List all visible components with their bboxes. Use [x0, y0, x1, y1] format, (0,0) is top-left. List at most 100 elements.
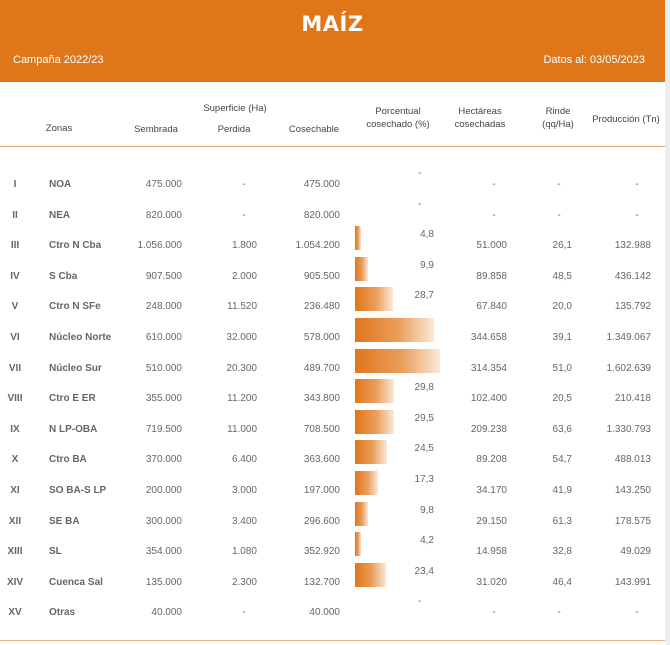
- col-header-hectareas: Hectáreas cosechadas: [446, 105, 514, 131]
- scrollbar[interactable]: [665, 0, 670, 645]
- row-cosechable: 708.500: [303, 423, 340, 435]
- row-pct-label: 9,8: [420, 504, 434, 516]
- row-zone-name: Núcleo Norte: [49, 332, 112, 343]
- row-produccion: 178.575: [614, 515, 651, 527]
- row-cosechable: 236.480: [303, 301, 340, 313]
- row-rinde: 61,3: [552, 515, 572, 527]
- row-zone-name: Cuenca Sal: [49, 576, 103, 588]
- row-rinde: 26,1: [552, 240, 572, 252]
- row-zone-name: SE BA: [49, 515, 80, 527]
- row-produccion: 1.349.067: [606, 332, 652, 343]
- row-produccion: 1.602.639: [606, 362, 652, 374]
- row-sembrada: 135.000: [145, 576, 182, 588]
- row-perdida: 6.400: [231, 454, 257, 466]
- row-hectareas: 67.840: [476, 301, 507, 313]
- row-hectareas: -: [492, 607, 496, 619]
- row-pct-label: 29,8: [414, 382, 434, 394]
- row-number: XI: [10, 485, 20, 496]
- row-number: XIII: [7, 546, 23, 558]
- row-pct-bar: [355, 348, 440, 373]
- row-pct-bar: [355, 287, 393, 312]
- col-header-porcentual: Porcentual cosechado (%): [354, 105, 442, 131]
- row-pct-bar: [355, 409, 395, 434]
- col-header-hectareas-line1: Hectáreas: [458, 106, 502, 117]
- row-pct-bar: [355, 379, 395, 404]
- row-zone-name: Ctro N SFe: [49, 301, 101, 313]
- col-header-produccion: Producción (Tn): [592, 114, 660, 125]
- row-cosechable: 343.800: [303, 393, 340, 405]
- row-perdida: 11.200: [227, 393, 257, 405]
- row-number: XII: [8, 515, 22, 527]
- row-hectareas: 34.170: [476, 485, 507, 496]
- row-hectareas: 209.238: [470, 423, 507, 435]
- row-cosechable: 820.000: [303, 209, 340, 221]
- row-cosechable: 1.054.200: [295, 240, 341, 252]
- row-rinde: 20,0: [552, 301, 572, 313]
- row-perdida: 2.300: [231, 576, 257, 588]
- col-header-rinde-line1: Rinde: [545, 106, 571, 117]
- row-pct-bar: [355, 562, 386, 587]
- row-pct-label: 23,4: [414, 565, 434, 577]
- row-number: XV: [8, 607, 22, 619]
- row-produccion: -: [635, 607, 639, 619]
- row-sembrada: 719.500: [145, 423, 182, 435]
- row-produccion: 210.418: [614, 393, 651, 405]
- row-pct-label: -: [418, 596, 422, 608]
- row-perdida: 2.000: [231, 270, 257, 282]
- row-sembrada: 907.500: [145, 270, 182, 282]
- row-cosechable: 578.000: [303, 332, 340, 343]
- row-cosechable: 132.700: [303, 576, 340, 588]
- row-number: XIV: [6, 576, 24, 588]
- row-rinde: 20,5: [552, 393, 572, 405]
- row-sembrada: 355.000: [145, 393, 182, 405]
- row-zone-name: Núcleo Sur: [49, 362, 102, 374]
- row-pct-label: -: [418, 198, 422, 210]
- col-header-sembrada: Sembrada: [134, 124, 178, 135]
- row-rinde: 32,8: [552, 546, 572, 558]
- row-produccion: 143.250: [614, 485, 651, 496]
- col-header-porcentual-line2: cosechado (%): [366, 119, 430, 130]
- row-cosechable: 905.500: [303, 270, 340, 282]
- row-rinde: 46,4: [552, 576, 572, 588]
- row-number: III: [10, 240, 20, 252]
- row-produccion: -: [635, 209, 639, 221]
- row-zone-name: Ctro N Cba: [49, 240, 102, 252]
- row-sembrada: 248.000: [145, 301, 182, 313]
- row-pct-label: 9,9: [420, 259, 434, 271]
- row-perdida: 11.520: [227, 301, 257, 313]
- row-produccion: 132.988: [614, 240, 651, 252]
- row-number: X: [11, 454, 19, 466]
- row-produccion: 49.029: [620, 546, 651, 558]
- row-number: VIII: [7, 393, 23, 405]
- row-rinde: 48,5: [552, 270, 572, 282]
- campaign-label: Campaña 2022/23: [13, 54, 104, 66]
- row-pct-label: 29,5: [414, 412, 434, 424]
- row-produccion: 1.330.793: [606, 423, 652, 435]
- row-cosechable: 489.700: [303, 362, 340, 374]
- row-sembrada: 475.000: [145, 179, 182, 190]
- row-pct-bar: [355, 226, 362, 251]
- row-sembrada: 510.000: [145, 362, 182, 374]
- row-sembrada: 820.000: [145, 209, 182, 221]
- row-sembrada: 354.000: [145, 546, 182, 558]
- header-divider: [0, 146, 665, 147]
- row-rinde: 41,9: [552, 485, 572, 496]
- row-hectareas: 102.400: [470, 393, 507, 405]
- row-zone-name: N LP-OBA: [49, 423, 98, 435]
- row-zone-name: Ctro E ER: [49, 393, 96, 405]
- row-cosechable: 352.920: [303, 546, 340, 558]
- row-zone-name: NOA: [49, 179, 72, 190]
- data-date-label: Datos al: 03/05/2023: [543, 54, 645, 66]
- row-sembrada: 370.000: [145, 454, 182, 466]
- row-sembrada: 40.000: [151, 607, 182, 619]
- row-hectareas: 344.658: [470, 332, 507, 343]
- row-pct-bar: [355, 440, 388, 465]
- row-perdida: 11.000: [227, 423, 257, 435]
- row-pct-label: 4,8: [420, 229, 434, 241]
- row-number: V: [11, 301, 19, 313]
- row-rinde: 63,6: [552, 423, 572, 435]
- table-bottom-divider: [0, 640, 665, 641]
- row-rinde: -: [557, 209, 561, 221]
- row-produccion: 135.792: [614, 301, 651, 313]
- row-zone-name: Otras: [49, 607, 76, 619]
